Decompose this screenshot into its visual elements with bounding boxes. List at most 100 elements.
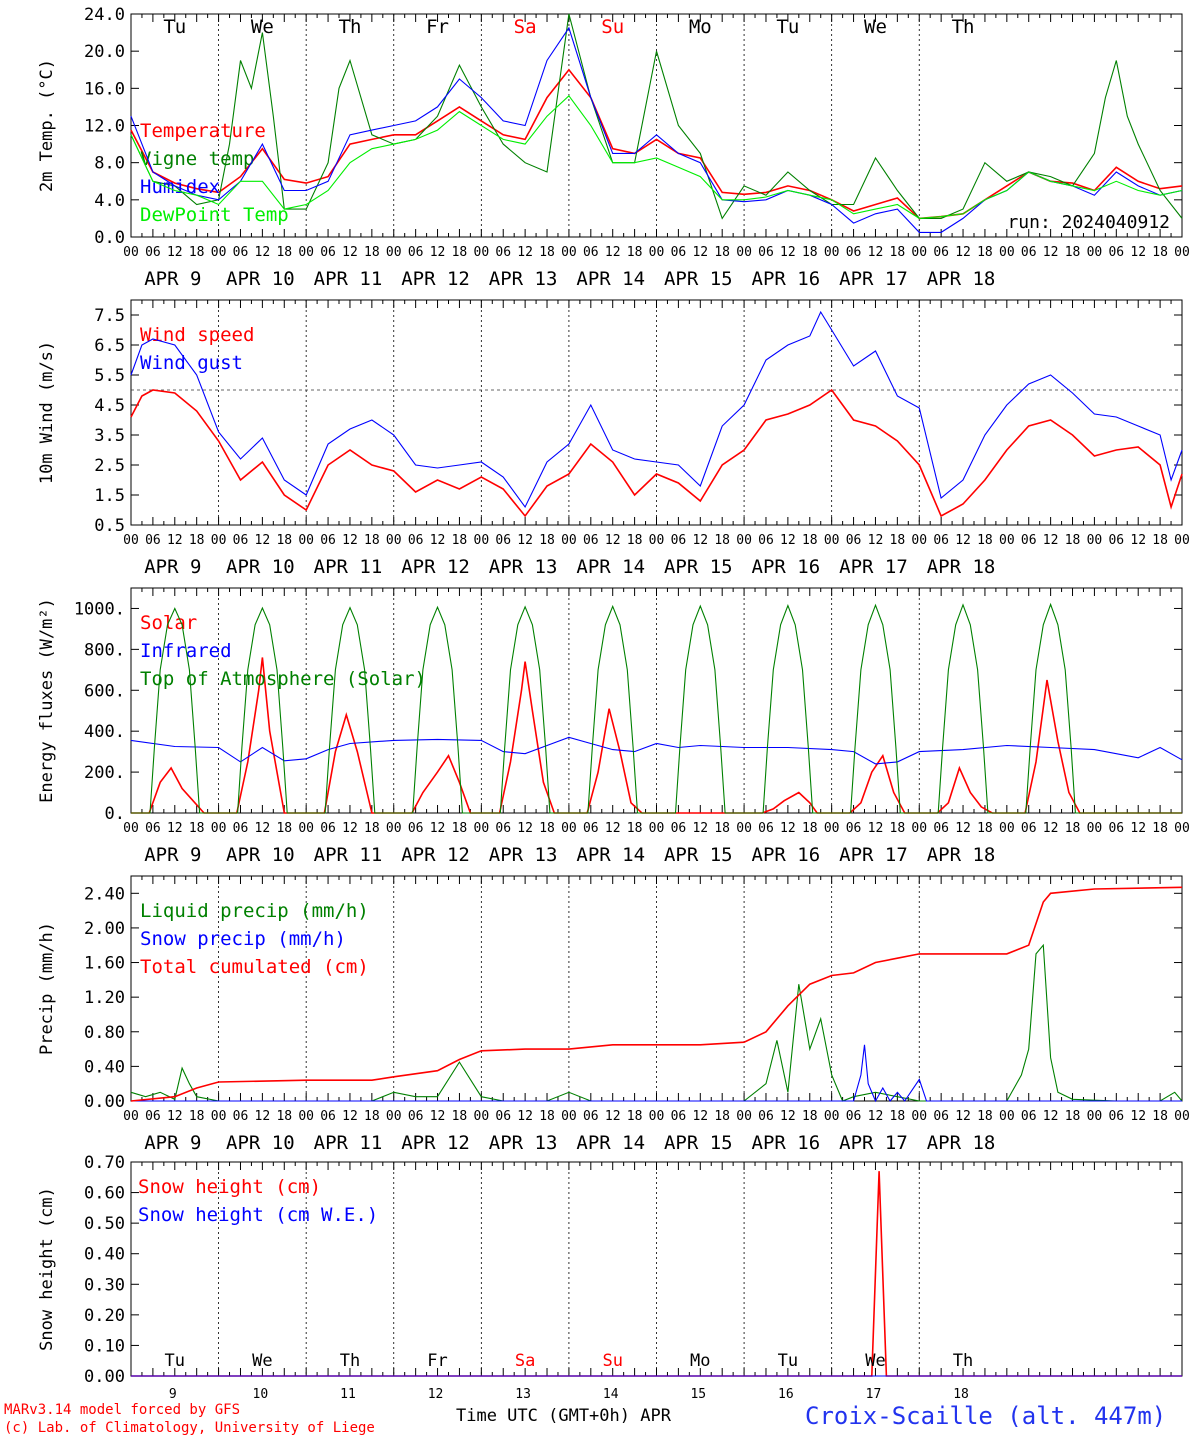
y-tick-label: 0.00 (84, 1367, 125, 1387)
hour-tick-label: 00 (123, 245, 139, 260)
date-label: APR 14 (576, 1132, 645, 1154)
hour-tick-label: 18 (627, 245, 643, 260)
date-label: APR 11 (314, 556, 383, 578)
hour-tick-label: 18 (1065, 245, 1081, 260)
hour-tick-label: 06 (846, 821, 862, 836)
hour-tick-label: 12 (255, 1109, 271, 1124)
hour-tick-label: 18 (714, 821, 730, 836)
hour-tick-label: 18 (627, 1109, 643, 1124)
series-line-total-cumulated-cm- (130, 886, 1183, 1102)
hour-tick-label: 18 (1065, 533, 1081, 548)
day-name-top: Sa (514, 16, 537, 38)
hour-tick-label: 00 (298, 821, 314, 836)
day-name-top: Th (339, 16, 362, 38)
y-tick-label: 4.5 (94, 396, 125, 416)
y-tick-label: 16.0 (84, 79, 125, 99)
hour-tick-label: 06 (408, 533, 424, 548)
hour-tick-label: 06 (758, 1109, 774, 1124)
hour-tick-label: 18 (977, 533, 993, 548)
hour-tick-label: 00 (911, 821, 927, 836)
hour-tick-label: 12 (517, 533, 533, 548)
hour-tick-label: 06 (495, 245, 511, 260)
hour-tick-label: 12 (342, 245, 358, 260)
hour-tick-label: 06 (1021, 245, 1037, 260)
hour-tick-label: 18 (977, 821, 993, 836)
hour-tick-label: 12 (255, 821, 271, 836)
y-axis-label: Precip (mm/h) (37, 922, 57, 1055)
day-name-top: We (251, 16, 274, 38)
hour-tick-label: 06 (320, 1109, 336, 1124)
day-number: 14 (603, 1387, 619, 1402)
day-number: 17 (866, 1387, 882, 1402)
date-label: APR 12 (401, 556, 470, 578)
hour-tick-label: 06 (583, 1109, 599, 1124)
hour-tick-label: 18 (1065, 1109, 1081, 1124)
hour-tick-label: 06 (233, 533, 249, 548)
legend-entry: DewPoint Temp (140, 204, 289, 226)
hour-tick-label: 06 (145, 821, 161, 836)
date-label: APR 13 (489, 556, 558, 578)
y-tick-label: 0. (105, 804, 125, 824)
day-name-bottom: Su (602, 1351, 622, 1371)
hour-tick-label: 00 (999, 821, 1015, 836)
hour-tick-label: 06 (1021, 533, 1037, 548)
hour-tick-label: 18 (189, 245, 205, 260)
hour-tick-label: 12 (780, 245, 796, 260)
hour-tick-label: 12 (605, 821, 621, 836)
hour-tick-label: 18 (802, 821, 818, 836)
y-tick-label: 1.60 (84, 954, 125, 974)
hour-tick-label: 12 (692, 1109, 708, 1124)
day-name-top: Tu (776, 16, 799, 38)
panel-4: 0.00 0.40 0.80 1.20 1.60 2.00 2.40 Precip (mm/h… (37, 875, 1190, 1154)
hour-tick-label: 18 (977, 245, 993, 260)
hour-tick-label: 18 (890, 245, 906, 260)
hour-tick-label: 00 (824, 821, 840, 836)
y-tick-label: 600. (84, 681, 125, 701)
panel-3: 0. 200. 400. 600. 800. 1000. Energy fluxes (W/… (37, 587, 1190, 866)
date-label: APR 9 (144, 1132, 201, 1154)
day-name-bottom: Tu (165, 1351, 185, 1371)
hour-tick-label: 18 (627, 821, 643, 836)
hour-tick-label: 00 (561, 533, 577, 548)
x-axis-title: Time UTC (GMT+0h) APR (456, 1406, 671, 1426)
day-name-bottom: Th (340, 1351, 360, 1371)
hour-tick-label: 00 (1174, 245, 1190, 260)
hour-tick-label: 00 (386, 821, 402, 836)
hour-tick-label: 18 (452, 245, 468, 260)
hour-tick-label: 12 (342, 821, 358, 836)
y-tick-label: 3.5 (94, 426, 125, 446)
hour-tick-label: 12 (868, 1109, 884, 1124)
legend-entry: Infrared (140, 640, 232, 662)
hour-tick-label: 06 (933, 1109, 949, 1124)
hour-tick-label: 18 (364, 821, 380, 836)
hour-tick-label: 18 (1152, 533, 1168, 548)
hour-tick-label: 12 (955, 245, 971, 260)
hour-tick-label: 18 (890, 533, 906, 548)
legend-entry: Snow precip (mm/h) (140, 928, 346, 950)
hour-tick-label: 00 (211, 821, 227, 836)
hour-tick-label: 12 (517, 245, 533, 260)
day-number: 18 (953, 1387, 969, 1402)
day-name-top: We (864, 16, 887, 38)
hour-tick-label: 00 (824, 533, 840, 548)
legend-entry: Total cumulated (cm) (140, 956, 369, 978)
hour-tick-label: 00 (211, 1109, 227, 1124)
legend-entry: Wind gust (140, 352, 243, 374)
date-label: APR 10 (226, 844, 295, 866)
hour-tick-label: 00 (561, 245, 577, 260)
lab-credit: (c) Lab. of Climatology, University of L… (4, 1420, 375, 1436)
hour-tick-label: 06 (145, 533, 161, 548)
hour-tick-label: 12 (255, 245, 271, 260)
y-tick-label: 0.5 (94, 516, 125, 536)
hour-tick-label: 18 (539, 533, 555, 548)
hour-tick-label: 18 (276, 821, 292, 836)
date-label: APR 18 (927, 844, 996, 866)
hour-tick-label: 00 (298, 533, 314, 548)
date-label: APR 16 (752, 268, 821, 290)
date-label: APR 10 (226, 1132, 295, 1154)
hour-tick-label: 12 (342, 533, 358, 548)
y-tick-label: 6.5 (94, 336, 125, 356)
day-name-top: Mo (689, 16, 712, 38)
y-tick-label: 4.0 (94, 191, 125, 211)
hour-tick-label: 18 (714, 533, 730, 548)
